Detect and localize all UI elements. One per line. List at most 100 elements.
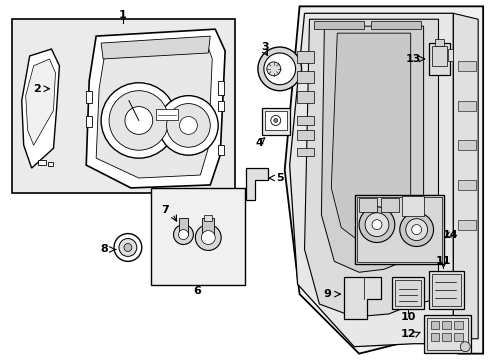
Circle shape [411, 225, 421, 235]
Circle shape [358, 207, 394, 243]
Text: 2: 2 [33, 84, 41, 94]
Circle shape [109, 91, 168, 150]
Bar [427, 271, 463, 309]
Bar [204, 215, 212, 221]
Bar [264, 111, 286, 130]
Text: 14: 14 [442, 230, 457, 239]
Circle shape [114, 234, 142, 261]
Polygon shape [304, 19, 438, 317]
Bar [38, 160, 45, 165]
Circle shape [399, 213, 433, 247]
Text: 6: 6 [193, 286, 201, 296]
Circle shape [123, 243, 132, 251]
Bar [47, 162, 53, 166]
Circle shape [158, 96, 218, 155]
Bar [431, 274, 460, 306]
Polygon shape [101, 36, 210, 59]
Circle shape [166, 104, 210, 147]
Polygon shape [96, 39, 212, 178]
Bar [429, 321, 439, 329]
Bar [434, 39, 444, 46]
Text: 7: 7 [162, 205, 169, 215]
Circle shape [264, 53, 295, 85]
Text: 8: 8 [100, 244, 108, 255]
Bar [457, 61, 475, 71]
Bar [296, 91, 314, 103]
Bar [380, 198, 398, 212]
Bar [453, 333, 462, 341]
Bar [354, 195, 444, 264]
Bar [314, 21, 364, 29]
Bar [391, 277, 423, 309]
Bar [457, 140, 475, 150]
Bar [427, 43, 449, 75]
Circle shape [266, 62, 280, 76]
Bar [202, 218, 214, 238]
Text: 11: 11 [435, 256, 450, 266]
Bar [429, 333, 439, 341]
Bar [457, 220, 475, 230]
Circle shape [173, 225, 193, 244]
Bar [296, 116, 314, 125]
Bar [356, 197, 442, 262]
Polygon shape [452, 13, 477, 339]
Circle shape [179, 117, 197, 134]
Bar [218, 145, 224, 155]
Bar [296, 71, 314, 83]
Polygon shape [21, 49, 60, 168]
Bar [423, 315, 470, 353]
Bar [296, 51, 314, 63]
Circle shape [195, 225, 221, 251]
Text: 12: 12 [400, 329, 416, 339]
Circle shape [270, 116, 280, 125]
Bar [457, 180, 475, 190]
Bar [394, 280, 420, 306]
Circle shape [101, 83, 176, 158]
Bar [401, 196, 423, 216]
Bar [402, 198, 420, 212]
Polygon shape [331, 33, 410, 239]
Text: 1: 1 [119, 10, 126, 20]
Circle shape [459, 342, 469, 352]
Bar [296, 130, 314, 140]
Polygon shape [284, 6, 482, 354]
Text: 10: 10 [400, 312, 416, 322]
Polygon shape [321, 26, 423, 272]
Bar [370, 21, 420, 29]
Circle shape [119, 239, 137, 256]
Circle shape [273, 118, 277, 122]
Text: 13: 13 [405, 54, 421, 64]
Polygon shape [86, 29, 224, 188]
Bar [431, 46, 447, 66]
Polygon shape [26, 59, 55, 145]
Bar [296, 148, 314, 156]
Polygon shape [344, 277, 380, 319]
Bar [426, 318, 468, 350]
Circle shape [371, 220, 381, 230]
Circle shape [178, 230, 188, 239]
Bar [442, 333, 450, 341]
Bar [150, 188, 244, 285]
Text: 5: 5 [275, 173, 283, 183]
Text: 3: 3 [261, 42, 268, 52]
Bar [218, 81, 224, 95]
Circle shape [365, 213, 388, 237]
Bar [358, 198, 376, 212]
Bar [86, 91, 92, 103]
Circle shape [124, 107, 152, 134]
Bar [178, 218, 188, 235]
Bar [12, 19, 235, 193]
Bar [218, 100, 224, 111]
Bar [442, 321, 450, 329]
Polygon shape [289, 13, 452, 347]
Bar [262, 108, 289, 135]
Circle shape [201, 231, 215, 244]
Bar [86, 116, 92, 127]
Bar [457, 100, 475, 111]
Bar [453, 321, 462, 329]
Bar [155, 109, 177, 121]
Bar [447, 49, 452, 61]
Text: 4: 4 [255, 138, 264, 148]
Circle shape [405, 219, 427, 240]
Circle shape [257, 47, 301, 91]
